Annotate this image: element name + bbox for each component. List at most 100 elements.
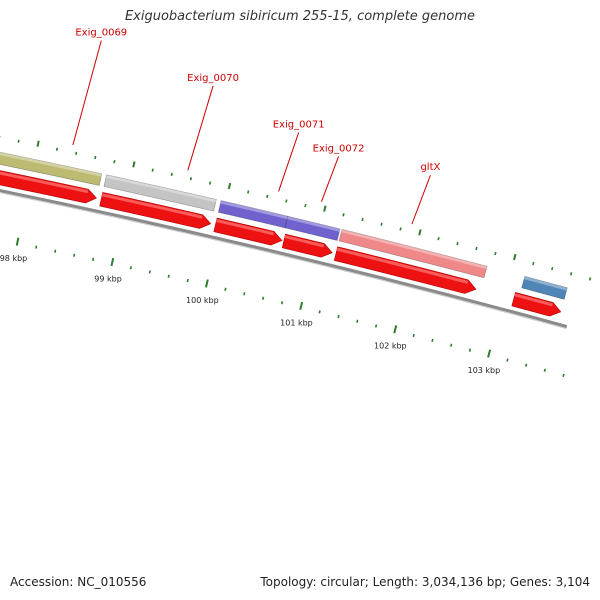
- inner-tick: [337, 314, 340, 319]
- gene-label: Exig_0070: [187, 73, 239, 84]
- gene-label-line: [411, 175, 431, 225]
- major-tick: [393, 325, 398, 334]
- gene-label-line: [321, 156, 340, 202]
- minor-tick-group: [0, 135, 592, 378]
- outer-tick: [17, 139, 20, 143]
- outer-tick: [113, 160, 116, 164]
- outer-tick: [418, 229, 422, 236]
- gene-feature-highlight: [220, 200, 288, 220]
- outer-tick: [55, 147, 59, 151]
- map-title: Exiguobacterium sibiricum 255-15, comple…: [124, 9, 476, 24]
- outer-tick: [380, 222, 383, 226]
- outer-tick: [456, 241, 459, 246]
- cds-arrow-highlight: [514, 293, 553, 307]
- inner-tick: [224, 287, 227, 291]
- tick-label: 101 kbp: [280, 318, 313, 327]
- gene-feature-highlight: [287, 216, 341, 232]
- outer-tick: [494, 251, 497, 256]
- outer-tick: [342, 213, 345, 217]
- gene-label: Exig_0072: [313, 143, 365, 154]
- outer-tick: [170, 172, 173, 177]
- outer-tick: [437, 237, 440, 241]
- outer-tick: [569, 272, 573, 276]
- outer-tick: [247, 190, 250, 194]
- outer-tick: [551, 266, 554, 271]
- gene-feature-highlight: [105, 174, 217, 203]
- tick-label: 103 kbp: [468, 366, 501, 375]
- inner-tick: [562, 373, 565, 378]
- inner-tick: [243, 292, 246, 296]
- feature-track: [0, 151, 568, 300]
- outer-tick: [304, 203, 307, 208]
- gene-feature-highlight: [341, 229, 488, 270]
- gene-feature-steel: [521, 275, 568, 300]
- outer-tick: [361, 217, 364, 222]
- major-tick: [110, 257, 115, 267]
- accession-text: Accession: NC_010556: [10, 575, 147, 589]
- cds-arrow-highlight: [336, 247, 469, 284]
- tick-label: 99 kbp: [94, 275, 122, 284]
- inner-tick: [374, 324, 378, 328]
- tick-label: 100 kbp: [186, 296, 219, 305]
- inner-tick: [91, 257, 95, 261]
- inner-tick: [543, 368, 546, 372]
- outer-tick: [513, 253, 517, 261]
- inner-tick: [262, 296, 265, 300]
- cds-arrow-highlight: [101, 193, 203, 219]
- inner-tick: [412, 333, 415, 338]
- gene-label-line: [187, 85, 214, 171]
- gene-feature-olive: [0, 151, 103, 186]
- inner-tick: [54, 249, 57, 253]
- outer-tick: [227, 182, 232, 190]
- inner-tick: [431, 338, 434, 343]
- cds-arrow-highlight: [0, 171, 89, 194]
- inner-tick: [73, 253, 76, 257]
- inner-tick: [356, 319, 359, 323]
- genome-backbone-highlight: [0, 192, 567, 329]
- gene-label-line: [72, 40, 102, 146]
- outer-tick: [94, 155, 97, 160]
- major-tick: [299, 301, 304, 310]
- outer-tick: [208, 181, 212, 185]
- inner-tick: [450, 343, 453, 347]
- major-tick: [205, 279, 209, 288]
- gene-label: Exig_0071: [273, 119, 325, 130]
- cds-track: [0, 170, 562, 317]
- inner-tick: [318, 310, 321, 314]
- inner-tick: [280, 301, 284, 305]
- inner-tick: [167, 274, 170, 278]
- gene-feature-grey: [103, 174, 217, 212]
- inner-tick: [148, 270, 151, 274]
- inner-tick: [524, 363, 528, 367]
- cds-arrow-highlight: [284, 235, 325, 248]
- outer-tick: [323, 205, 327, 212]
- outer-tick: [189, 177, 193, 181]
- gene-feature-highlight: [0, 152, 102, 177]
- major-tick: [487, 349, 492, 358]
- outer-tick: [132, 161, 136, 168]
- major-tick: [15, 237, 20, 246]
- inner-tick: [35, 245, 38, 249]
- gene-feature-highlight: [524, 276, 568, 291]
- outer-tick: [532, 261, 535, 266]
- gene-feature-blue: [284, 215, 341, 241]
- outer-tick: [285, 199, 288, 203]
- gene-feature-blue: [218, 200, 289, 229]
- backbone-group: [0, 189, 568, 329]
- gene-label: Exig_0069: [75, 28, 127, 39]
- inner-tick: [468, 348, 472, 352]
- gene-label-group: Exig_0069 Exig_0070 Exig_0071 Exig_0072 gltX: [72, 28, 441, 225]
- gene-feature-pink: [338, 228, 488, 279]
- gene-label-line: [278, 132, 300, 192]
- genome-summary-text: Topology: circular; Length: 3,034,136 bp…: [260, 575, 590, 589]
- inner-tick: [186, 278, 189, 283]
- gene-label: gltX: [420, 162, 440, 173]
- outer-tick: [75, 151, 78, 156]
- inner-tick: [506, 358, 509, 362]
- outer-tick: [266, 194, 269, 199]
- tick-label: 98 kbp: [0, 254, 27, 263]
- outer-tick: [475, 246, 478, 251]
- outer-tick: [36, 140, 40, 147]
